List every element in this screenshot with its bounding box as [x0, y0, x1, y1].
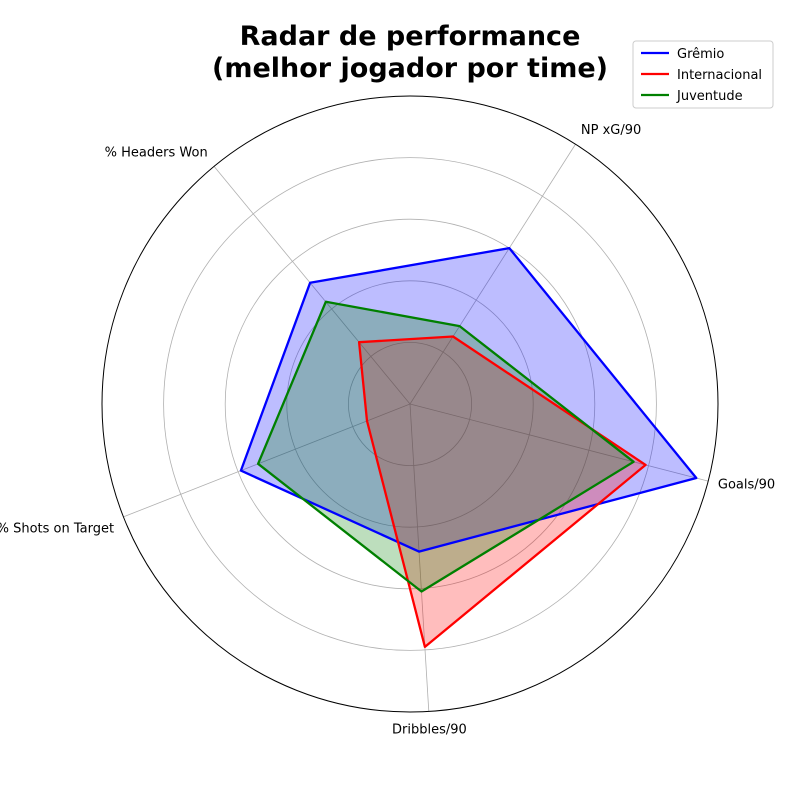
radar-grid-circle [286, 280, 534, 528]
axis-label: Goals/90 [718, 478, 775, 493]
radar-spoke [213, 166, 411, 405]
radar-grid [101, 95, 719, 713]
radar-line [357, 335, 647, 649]
axis-label: % Headers Won [105, 146, 208, 161]
legend-label: Internacional [677, 68, 762, 83]
radar-spoke [409, 144, 576, 405]
legend-label: Juventude [676, 89, 743, 104]
chart-title: Radar de performance (melhor jogador por … [212, 21, 608, 84]
radar-area [359, 336, 646, 647]
radar-spoke [123, 403, 411, 518]
radar-series [239, 246, 698, 649]
axis-label: NP xG/90 [581, 123, 641, 138]
axis-label: Dribbles/90 [392, 722, 467, 737]
radar-axis-labels: Goals/90 NP xG/90 % Headers Won % Shots on … [0, 123, 775, 738]
radar-grid-circle [347, 341, 472, 466]
radar-line [239, 246, 698, 553]
legend-label: Grêmio [677, 47, 724, 62]
chart-title-line: Radar de performance [240, 21, 581, 52]
legend-box [632, 40, 774, 109]
chart-title-line: (melhor jogador por time) [212, 53, 608, 84]
radar-area [240, 248, 697, 552]
radar-outer-frame [101, 95, 719, 713]
axis-label: % Shots on Target [0, 522, 114, 537]
radar-line [256, 300, 635, 593]
radar-spoke [409, 403, 430, 712]
radar-spoke [409, 403, 709, 482]
legend: Grêmio Internacional Juventude [632, 40, 774, 109]
radar-grid-circle [163, 157, 657, 651]
